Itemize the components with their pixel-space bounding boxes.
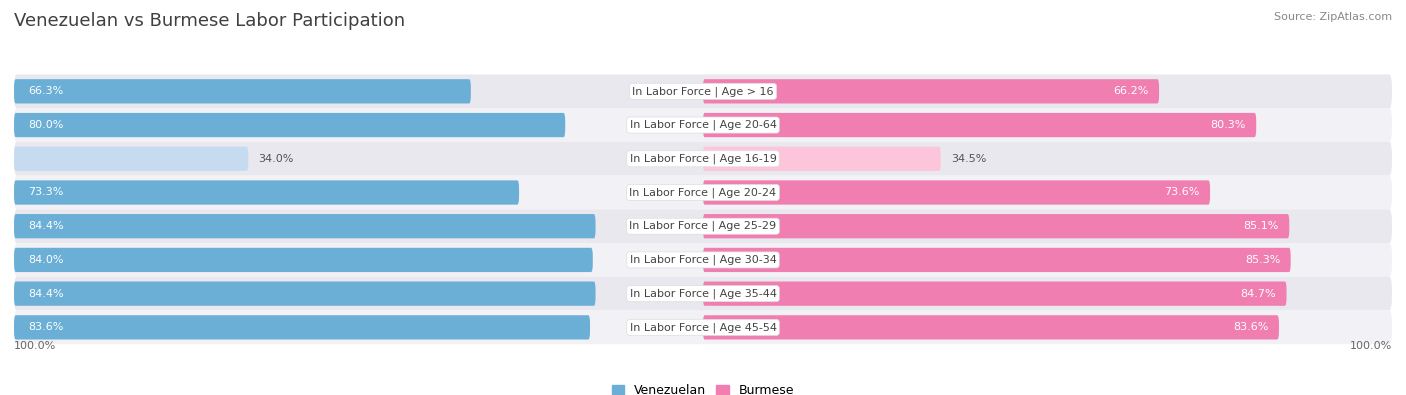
Text: In Labor Force | Age 45-54: In Labor Force | Age 45-54 [630, 322, 776, 333]
FancyBboxPatch shape [14, 147, 249, 171]
FancyBboxPatch shape [14, 214, 596, 238]
FancyBboxPatch shape [14, 142, 1392, 176]
Text: 73.3%: 73.3% [28, 188, 63, 198]
FancyBboxPatch shape [703, 113, 1256, 137]
FancyBboxPatch shape [703, 79, 1159, 103]
Text: 34.5%: 34.5% [950, 154, 987, 164]
FancyBboxPatch shape [14, 310, 1392, 344]
FancyBboxPatch shape [703, 147, 941, 171]
Text: Venezuelan vs Burmese Labor Participation: Venezuelan vs Burmese Labor Participatio… [14, 12, 405, 30]
Text: Source: ZipAtlas.com: Source: ZipAtlas.com [1274, 12, 1392, 22]
Text: 66.3%: 66.3% [28, 87, 63, 96]
FancyBboxPatch shape [14, 108, 1392, 142]
Text: In Labor Force | Age 30-34: In Labor Force | Age 30-34 [630, 255, 776, 265]
Text: 83.6%: 83.6% [1233, 322, 1268, 332]
FancyBboxPatch shape [14, 248, 593, 272]
FancyBboxPatch shape [14, 277, 1392, 310]
Text: 85.1%: 85.1% [1243, 221, 1279, 231]
Legend: Venezuelan, Burmese: Venezuelan, Burmese [606, 379, 800, 395]
FancyBboxPatch shape [703, 181, 1211, 205]
FancyBboxPatch shape [703, 214, 1289, 238]
FancyBboxPatch shape [703, 282, 1286, 306]
Text: 84.7%: 84.7% [1240, 289, 1277, 299]
Text: 84.0%: 84.0% [28, 255, 63, 265]
Text: 100.0%: 100.0% [14, 341, 56, 351]
FancyBboxPatch shape [703, 248, 1291, 272]
Text: 100.0%: 100.0% [1350, 341, 1392, 351]
Text: In Labor Force | Age > 16: In Labor Force | Age > 16 [633, 86, 773, 97]
FancyBboxPatch shape [14, 209, 1392, 243]
Text: 66.2%: 66.2% [1114, 87, 1149, 96]
FancyBboxPatch shape [703, 315, 1279, 340]
FancyBboxPatch shape [14, 243, 1392, 277]
FancyBboxPatch shape [14, 181, 519, 205]
Text: 80.0%: 80.0% [28, 120, 63, 130]
FancyBboxPatch shape [14, 79, 471, 103]
Text: In Labor Force | Age 35-44: In Labor Force | Age 35-44 [630, 288, 776, 299]
Text: In Labor Force | Age 25-29: In Labor Force | Age 25-29 [630, 221, 776, 231]
Text: 34.0%: 34.0% [259, 154, 294, 164]
FancyBboxPatch shape [14, 176, 1392, 209]
Text: In Labor Force | Age 20-64: In Labor Force | Age 20-64 [630, 120, 776, 130]
Text: 85.3%: 85.3% [1244, 255, 1281, 265]
FancyBboxPatch shape [14, 113, 565, 137]
Text: 80.3%: 80.3% [1211, 120, 1246, 130]
Text: In Labor Force | Age 20-24: In Labor Force | Age 20-24 [630, 187, 776, 198]
Text: 73.6%: 73.6% [1164, 188, 1199, 198]
Text: 84.4%: 84.4% [28, 289, 63, 299]
FancyBboxPatch shape [14, 282, 596, 306]
FancyBboxPatch shape [14, 75, 1392, 108]
FancyBboxPatch shape [14, 315, 591, 340]
Text: 84.4%: 84.4% [28, 221, 63, 231]
Text: 83.6%: 83.6% [28, 322, 63, 332]
Text: In Labor Force | Age 16-19: In Labor Force | Age 16-19 [630, 154, 776, 164]
